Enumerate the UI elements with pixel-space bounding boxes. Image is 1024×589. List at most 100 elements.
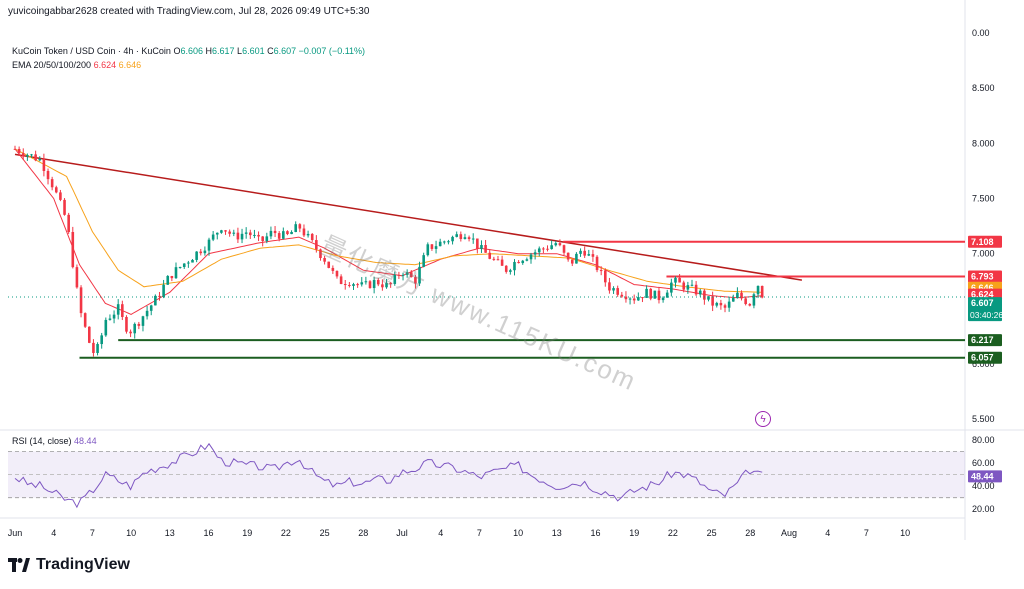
rsi-legend-value: 48.44: [74, 436, 97, 446]
time-tick-label: Jul: [396, 528, 408, 538]
candle-body: [583, 250, 586, 256]
time-tick-label: 19: [629, 528, 639, 538]
candle-body: [760, 285, 764, 298]
high-value: 6.617: [212, 46, 235, 56]
candle-body: [257, 234, 260, 237]
candle-body: [579, 250, 582, 254]
symbol-legend: KuCoin Token / USD Coin · 4h · KuCoin O 6…: [12, 46, 365, 56]
candle-body: [397, 274, 401, 276]
close-value: 6.607: [273, 46, 297, 56]
candle-body: [54, 187, 58, 193]
candle-body: [228, 231, 231, 234]
candle-body: [286, 231, 289, 235]
candle-body: [533, 252, 537, 255]
candle-body: [67, 214, 70, 232]
candle-body: [731, 297, 735, 302]
time-tick-label: 25: [320, 528, 330, 538]
candle-body: [46, 170, 50, 180]
lightning-icon[interactable]: ϟ: [755, 411, 771, 427]
chart-header: yuvicoingabbar2628 created with TradingV…: [8, 6, 370, 17]
candle-body: [389, 282, 392, 284]
candle-body: [141, 316, 145, 326]
candle-body: [261, 236, 264, 242]
price-tick-label: 7.000: [972, 249, 995, 259]
level-price-tag: 7.108: [971, 237, 994, 247]
level-price-tag-bg: [968, 334, 1002, 347]
price-tag-bg: [968, 297, 1002, 322]
candle-body: [240, 233, 244, 240]
candle-body: [248, 232, 252, 236]
candle-body: [488, 252, 492, 259]
time-tick-label: 4: [825, 528, 830, 538]
low-value: 6.601: [242, 46, 265, 56]
candle-body: [554, 243, 558, 246]
candle-body: [356, 284, 359, 286]
rsi-line: [14, 442, 763, 509]
candle-body: [698, 290, 702, 295]
candle-body: [612, 288, 615, 291]
candle-body: [682, 282, 686, 290]
symbol-name[interactable]: KuCoin Token / USD Coin · 4h · KuCoin: [12, 46, 171, 56]
candle-body: [352, 284, 355, 286]
candle-body: [339, 276, 343, 285]
candle-body: [401, 274, 405, 276]
candle-body: [492, 258, 496, 260]
candle-body: [467, 237, 471, 240]
price-tick-label: 8.000: [972, 138, 995, 148]
brand-name: TradingView: [36, 556, 130, 573]
candle-body: [88, 326, 91, 343]
ema-legend[interactable]: EMA 20/50/100/200 6.624 6.646: [12, 60, 141, 70]
tradingview-logo[interactable]: TradingView: [8, 556, 130, 574]
candle-body: [661, 297, 665, 301]
candle-body: [628, 298, 632, 300]
candle-body: [277, 233, 281, 239]
level-price-tag-bg: [968, 270, 1002, 283]
candle-body: [154, 295, 157, 306]
rsi-value-tag-bg: [968, 470, 1002, 483]
candle-body: [752, 294, 756, 306]
candle-body: [158, 295, 161, 297]
candle-body: [476, 238, 479, 249]
candle-body: [319, 249, 322, 259]
candle-body: [525, 259, 529, 261]
candle-body: [376, 279, 380, 285]
tradingview-logo-icon: [8, 558, 30, 572]
level-price-tag: 6.057: [971, 353, 994, 363]
rsi-tick-label: 20.00: [972, 504, 995, 514]
candle-body: [244, 232, 248, 234]
candle-body: [599, 270, 603, 272]
time-tick-label: 25: [707, 528, 717, 538]
candle-body: [133, 323, 137, 334]
candle-body: [736, 292, 739, 298]
level-price-tag-bg: [968, 235, 1002, 248]
candle-body: [670, 282, 673, 293]
candle-body: [393, 274, 397, 284]
candle-body: [26, 155, 29, 157]
candle-body: [451, 236, 454, 242]
candle-body: [112, 314, 116, 319]
candle-body: [38, 158, 42, 161]
candle-body: [166, 275, 170, 285]
candle-body: [42, 158, 46, 171]
candle-body: [83, 313, 87, 327]
candle-body: [232, 232, 236, 234]
time-tick-label: 13: [165, 528, 175, 538]
time-tick-label: 10: [513, 528, 523, 538]
candle-body: [409, 272, 413, 278]
candle-body: [290, 232, 293, 235]
candle-body: [657, 290, 661, 301]
level-price-tag: 6.793: [971, 272, 994, 282]
candle-body: [653, 290, 657, 299]
time-tick-label: Jun: [8, 528, 23, 538]
candle-body: [665, 292, 669, 298]
rsi-value-tag: 48.44: [971, 471, 994, 481]
open-label: O: [173, 46, 181, 56]
candle-body: [207, 239, 211, 251]
candle-body: [727, 301, 731, 308]
candle-body: [471, 238, 475, 240]
rsi-legend[interactable]: RSI (14, close) 48.44: [12, 436, 97, 446]
candle-body: [364, 281, 368, 283]
ema50-value: 6.646: [118, 60, 142, 70]
candle-body: [537, 248, 541, 253]
